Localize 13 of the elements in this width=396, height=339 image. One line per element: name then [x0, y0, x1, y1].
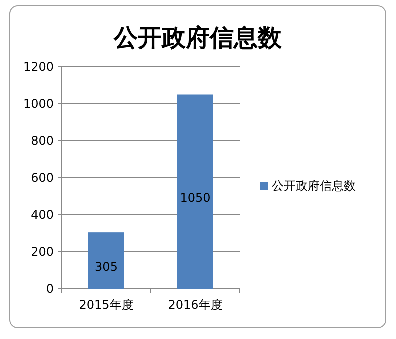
y-tick-label: 600 [31, 171, 54, 185]
x-tick-label: 2016年度 [168, 298, 223, 312]
y-tick-label: 1000 [23, 97, 54, 111]
y-tick-label: 800 [31, 134, 54, 148]
y-tick-label: 200 [31, 245, 54, 259]
x-tick-label: 2015年度 [79, 298, 134, 312]
data-label: 305 [95, 260, 118, 274]
y-tick-label: 1200 [23, 60, 54, 74]
y-tick-label: 400 [31, 208, 54, 222]
legend-label: 公开政府信息数 [272, 179, 356, 193]
chart-title: 公开政府信息数 [113, 23, 283, 52]
y-tick-label: 0 [46, 282, 54, 296]
data-label: 1050 [180, 190, 211, 205]
